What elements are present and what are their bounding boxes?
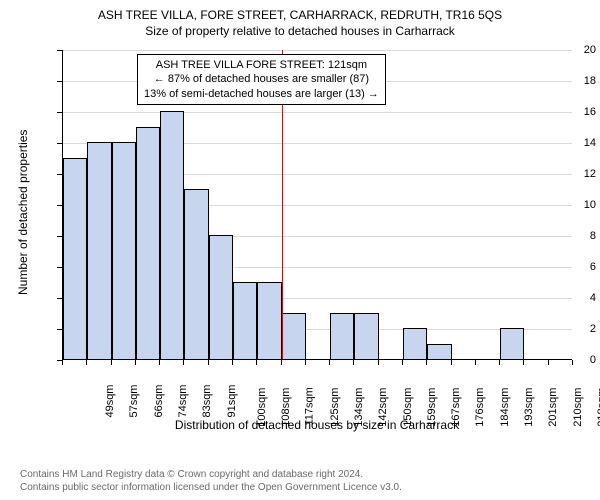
gridline (63, 112, 572, 113)
x-tick (523, 360, 524, 365)
callout-line-3: 13% of semi-detached houses are larger (… (144, 87, 379, 101)
footer-attribution: Contains HM Land Registry data © Crown c… (20, 468, 402, 494)
x-tick (159, 360, 160, 365)
callout-line-2: ← 87% of detached houses are smaller (87… (144, 72, 379, 86)
x-tick (451, 360, 452, 365)
x-tick (548, 360, 549, 365)
bar (403, 328, 427, 359)
x-tick-label: 66sqm (153, 385, 165, 418)
bar (209, 235, 233, 359)
x-tick (256, 360, 257, 365)
y-axis-label: Number of detached properties (16, 130, 30, 295)
bar (233, 282, 257, 360)
x-tick-label: 91sqm (226, 385, 238, 418)
callout-box: ASH TREE VILLA FORE STREET: 121sqm← 87% … (137, 54, 386, 105)
chart-title: ASH TREE VILLA, FORE STREET, CARHARRACK,… (0, 0, 600, 22)
x-tick-label: 83sqm (201, 385, 213, 418)
x-tick (183, 360, 184, 365)
footer-line-1: Contains HM Land Registry data © Crown c… (20, 468, 402, 481)
x-tick (572, 360, 573, 365)
x-tick-label: 74sqm (177, 385, 189, 418)
x-tick-label: 49sqm (104, 385, 116, 418)
bar (160, 111, 184, 359)
x-tick (232, 360, 233, 365)
x-tick (426, 360, 427, 365)
x-tick (281, 360, 282, 365)
footer-line-2: Contains public sector information licen… (20, 481, 402, 494)
x-tick-label: 57sqm (128, 385, 140, 418)
bar (330, 313, 354, 360)
gridline (63, 50, 572, 51)
x-tick (329, 360, 330, 365)
bar (87, 142, 111, 359)
bar (354, 313, 378, 360)
bar (112, 142, 136, 359)
x-tick (305, 360, 306, 365)
x-tick (135, 360, 136, 365)
bar (282, 313, 306, 360)
x-axis-label: Distribution of detached houses by size … (62, 418, 572, 432)
bar (427, 344, 451, 360)
chart-container: ASH TREE VILLA, FORE STREET, CARHARRACK,… (0, 0, 600, 500)
bar (184, 189, 208, 360)
x-tick (208, 360, 209, 365)
x-tick (111, 360, 112, 365)
x-tick-label: 210sqm (572, 388, 584, 427)
bar (63, 158, 87, 360)
chart-subtitle: Size of property relative to detached ho… (0, 22, 600, 38)
x-tick (353, 360, 354, 365)
x-tick (475, 360, 476, 365)
callout-line-1: ASH TREE VILLA FORE STREET: 121sqm (144, 58, 379, 72)
bar (257, 282, 281, 360)
x-tick (499, 360, 500, 365)
bar (500, 328, 524, 359)
x-tick (86, 360, 87, 365)
bar (136, 127, 160, 360)
x-tick (402, 360, 403, 365)
x-tick (378, 360, 379, 365)
x-tick (62, 360, 63, 365)
x-tick-label: 218sqm (596, 388, 600, 427)
